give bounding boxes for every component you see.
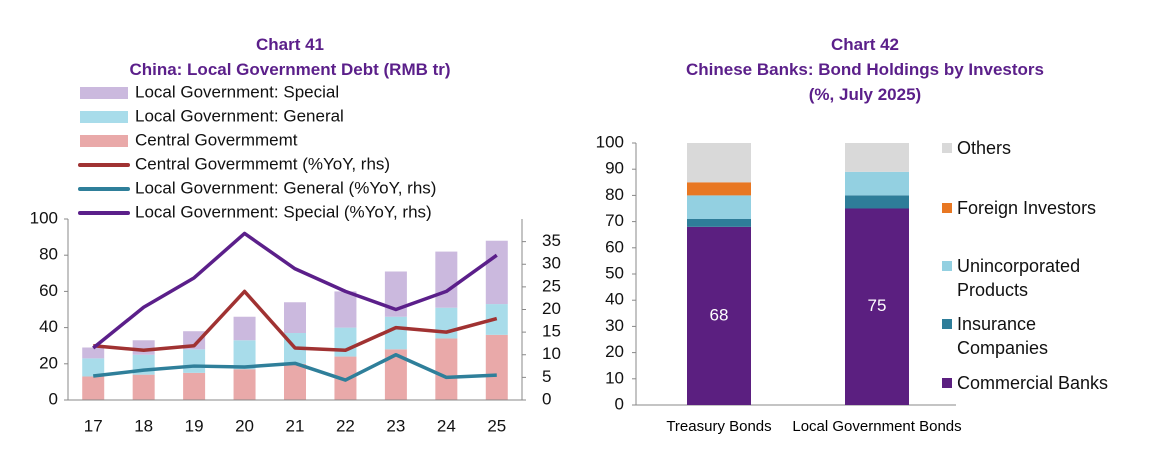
x-tick-label: 18 [134, 416, 153, 435]
y-tick-label: 40 [605, 290, 624, 309]
bar-segment [384, 271, 407, 317]
data-label: 68 [710, 305, 729, 324]
x-tick-label: 21 [286, 416, 305, 435]
legend-label: Local Government: General (%YoY, rhs) [135, 178, 436, 197]
bar-segment [132, 340, 155, 355]
bar-segment [334, 327, 357, 357]
chart-title: Chart 41 [255, 35, 325, 54]
bar-segment [687, 226, 751, 405]
x-tick-label: Treasury Bonds [666, 418, 772, 435]
y2-tick-label: 0 [542, 389, 551, 408]
legend-label: Unincorporated Products [957, 256, 1081, 300]
y-tick-label: 30 [605, 316, 624, 335]
legend-label: Insurance Companies [957, 314, 1049, 358]
y-tick-label: 60 [39, 281, 58, 300]
legend-label: Local Government: Special (%YoY, rhs) [135, 202, 432, 221]
y-tick-label: 0 [615, 394, 624, 413]
bar-segment [183, 349, 206, 373]
legend-swatch [942, 143, 952, 153]
bar-segment [845, 171, 909, 196]
bar-segment [435, 338, 458, 400]
legend-swatch [942, 261, 952, 271]
y-tick-label: 60 [605, 237, 624, 256]
x-tick-label: 23 [386, 416, 405, 435]
x-tick-label: 19 [185, 416, 204, 435]
legend-label: Local Government: Special [135, 82, 339, 101]
y-tick-label: 80 [39, 245, 58, 264]
bar-segment [687, 182, 751, 196]
bar-segment [687, 218, 751, 227]
x-tick-label: 25 [487, 416, 506, 435]
y-tick-label: 100 [30, 208, 58, 227]
legend-swatch [942, 319, 952, 329]
bar-segment [233, 369, 256, 400]
legend-swatch [80, 111, 128, 123]
bar-segment [687, 195, 751, 219]
x-tick-label: 17 [84, 416, 103, 435]
y-tick-label: 70 [605, 211, 624, 230]
bar-segment [82, 358, 105, 377]
bar-segment [435, 251, 458, 308]
bar-segment [485, 240, 508, 305]
legend-label: Foreign Investors [957, 198, 1097, 218]
line-series [93, 353, 497, 382]
line-series [93, 289, 498, 352]
legend-swatch [80, 135, 128, 147]
bar-segment [132, 374, 155, 400]
y-tick-label: 20 [605, 342, 624, 361]
y-tick-label: 10 [605, 368, 624, 387]
bar-segment [334, 291, 357, 328]
y-tick-label: 100 [596, 132, 624, 151]
chart-subtitle: China: Local Government Debt (RMB tr) [129, 60, 451, 79]
y2-tick-label: 10 [542, 344, 561, 363]
x-tick-label: 22 [336, 416, 355, 435]
bar-segment [845, 143, 909, 172]
y-tick-label: 80 [605, 185, 624, 204]
y2-tick-label: 35 [542, 231, 561, 250]
legend-label: Central Govermmemt [135, 130, 298, 149]
bar-segment [233, 340, 256, 370]
legend-label: Local Government: General [135, 106, 344, 125]
legend-swatch [942, 378, 952, 388]
y-tick-label: 20 [39, 353, 58, 372]
y2-tick-label: 30 [542, 254, 561, 273]
y-tick-label: 0 [49, 389, 58, 408]
y2-tick-label: 15 [542, 322, 561, 341]
bar-segment [233, 316, 256, 341]
x-tick-label: 20 [235, 416, 254, 435]
legend-label: Others [957, 138, 1012, 158]
legend-swatch [80, 87, 128, 99]
legend-label: Central Govermmemt (%YoY, rhs) [135, 154, 390, 173]
bar-segment [284, 363, 306, 400]
bar-segment [183, 372, 206, 400]
bar-segment [82, 347, 105, 359]
chart-title: Chart 42 [830, 35, 900, 54]
y2-tick-label: 5 [542, 367, 551, 386]
y2-tick-label: 20 [542, 299, 561, 318]
bar-segment [845, 195, 909, 209]
bar-segment [687, 143, 751, 183]
x-tick-label: Local Government Bonds [792, 418, 962, 435]
bar-segment [82, 376, 105, 400]
legend-swatch [942, 203, 952, 213]
y-tick-label: 50 [605, 263, 624, 282]
y-tick-label: 90 [605, 159, 624, 178]
y-tick-label: 40 [39, 317, 58, 336]
legend-label: Commercial Banks [957, 373, 1109, 393]
bar-segment [384, 316, 407, 350]
x-tick-label: 24 [437, 416, 456, 435]
bar-segment [384, 349, 407, 400]
bar-segment [284, 302, 306, 334]
bar-segment [485, 334, 508, 400]
data-label: 75 [868, 296, 887, 315]
line-series [92, 231, 498, 350]
bar-segment [845, 208, 909, 405]
chart-subtitle: Chinese Banks: Bond Holdings by Investor… [685, 60, 1044, 104]
y2-tick-label: 25 [542, 276, 561, 295]
